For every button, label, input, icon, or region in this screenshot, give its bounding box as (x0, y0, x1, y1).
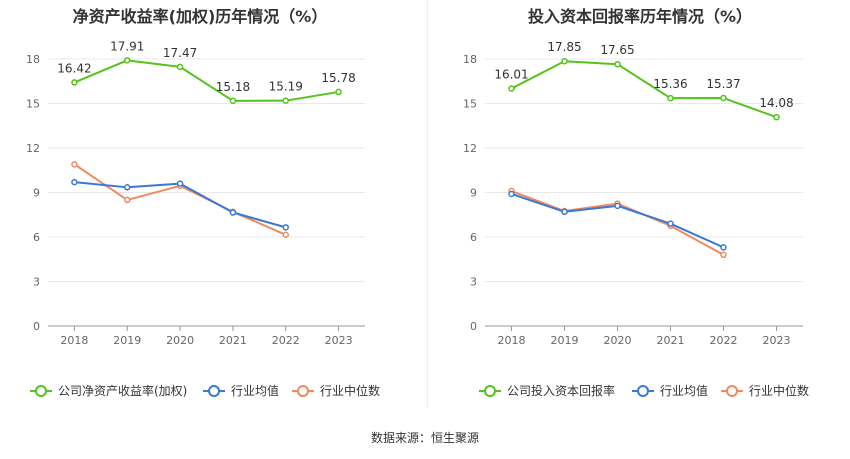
y-tick-label: 9 (470, 187, 477, 200)
data-point (335, 88, 342, 96)
legend-marker (208, 385, 220, 397)
x-tick-label: 2021 (657, 334, 685, 347)
data-point (124, 196, 131, 204)
data-label: 15.19 (269, 80, 303, 94)
data-point (720, 244, 727, 251)
series-line (511, 60, 777, 119)
data-label: 17.47 (163, 46, 197, 60)
x-tick-label: 2022 (272, 334, 300, 347)
data-point (282, 224, 289, 231)
panel-divider (427, 0, 428, 408)
x-tick-label: 2020 (604, 334, 632, 347)
x-tick-label: 2021 (219, 334, 247, 347)
data-label: 17.85 (547, 40, 581, 54)
legend-marker (726, 385, 738, 397)
legend-label: 行业均值 (231, 383, 279, 398)
data-point (71, 178, 78, 186)
data-point (614, 60, 621, 68)
data-label: 15.37 (706, 77, 740, 91)
data-label: 15.78 (321, 71, 355, 85)
data-point (124, 57, 131, 64)
y-tick-label: 9 (33, 187, 40, 200)
legend-marker (35, 385, 47, 397)
data-label: 16.01 (494, 68, 528, 82)
y-tick-label: 3 (470, 276, 477, 289)
data-point (124, 184, 131, 191)
data-point (667, 94, 674, 102)
chart-title: 投入资本回报率历年情况（%） (528, 7, 752, 26)
chart-title: 净资产收益率(加权)历年情况（%） (73, 7, 328, 26)
data-label: 16.42 (57, 61, 91, 75)
y-tick-label: 18 (463, 53, 477, 66)
data-point (508, 85, 515, 92)
legend-label: 行业中位数 (749, 383, 809, 398)
data-point (229, 97, 237, 105)
y-tick-label: 12 (26, 142, 40, 155)
source-note: 数据来源：恒生聚源 (370, 431, 479, 445)
legend-marker (297, 385, 309, 397)
legend-marker (484, 385, 496, 397)
y-tick-label: 6 (470, 231, 477, 244)
y-tick-label: 3 (33, 276, 40, 289)
data-point (773, 113, 780, 121)
data-point (720, 251, 727, 259)
data-label: 17.91 (110, 39, 144, 53)
data-label: 17.65 (600, 43, 634, 57)
y-tick-label: 6 (33, 231, 40, 244)
data-point (508, 190, 515, 198)
x-tick-label: 2019 (551, 334, 579, 347)
data-point (720, 94, 727, 102)
data-point (614, 202, 621, 210)
data-label: 15.36 (653, 77, 687, 91)
x-tick-label: 2019 (113, 334, 141, 347)
legend-label: 公司净资产收益率(加权) (58, 383, 187, 398)
x-tick-label: 2023 (325, 334, 353, 347)
data-label: 14.08 (759, 96, 793, 110)
y-tick-label: 0 (33, 320, 40, 333)
data-point (176, 180, 184, 187)
data-point (561, 57, 568, 65)
data-point (71, 79, 78, 86)
data-point (71, 161, 78, 168)
x-tick-label: 2018 (498, 334, 526, 347)
x-tick-label: 2020 (166, 334, 194, 347)
y-tick-label: 12 (463, 142, 477, 155)
data-point (561, 208, 568, 216)
legend-label: 行业中位数 (320, 383, 380, 398)
series-line (74, 59, 339, 102)
data-point (667, 220, 674, 227)
data-point (176, 63, 184, 71)
x-tick-label: 2022 (710, 334, 738, 347)
y-tick-label: 15 (463, 98, 477, 111)
x-tick-label: 2023 (763, 334, 791, 347)
y-tick-label: 15 (26, 98, 40, 111)
data-point (229, 209, 237, 216)
data-point (282, 97, 289, 104)
legend-label: 行业均值 (660, 383, 708, 398)
series-line (73, 163, 287, 236)
x-tick-label: 2018 (60, 334, 88, 347)
y-tick-label: 0 (470, 320, 477, 333)
y-tick-label: 18 (26, 53, 40, 66)
data-point (282, 231, 289, 239)
legend-marker (637, 385, 649, 397)
data-label: 15.18 (216, 80, 250, 94)
legend-label: 公司投入资本回报率 (507, 383, 615, 398)
